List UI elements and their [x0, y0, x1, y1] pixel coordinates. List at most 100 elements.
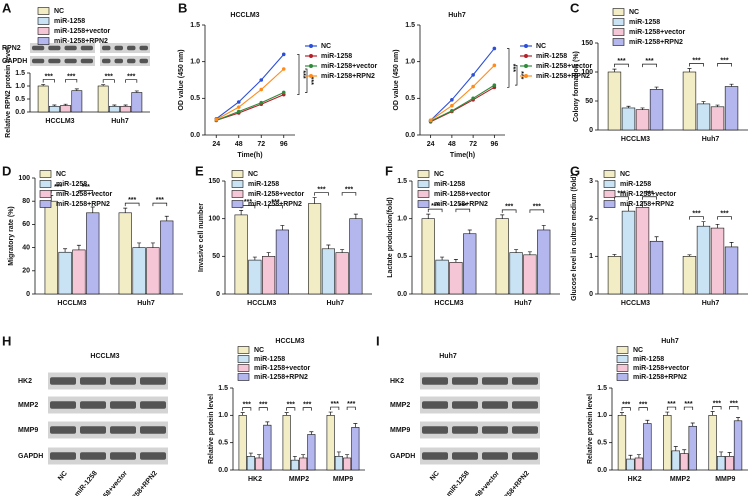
bar: [421, 218, 435, 295]
y-tick-label: 20: [22, 268, 30, 275]
bar: [108, 105, 120, 113]
blot-row-label: HK2: [390, 378, 404, 385]
bar: [238, 415, 247, 471]
blot-background: [48, 447, 168, 465]
chart-title: HCCLM3: [275, 338, 304, 345]
legend-label: NC: [254, 347, 264, 354]
error-bar: [640, 107, 645, 110]
significance-label: ***: [505, 204, 513, 211]
bar: [118, 212, 132, 295]
y-tick-label: 40: [22, 244, 30, 251]
bar: [335, 252, 349, 295]
x-tick-label: HCCLM3: [57, 300, 86, 307]
series-line: [430, 84, 495, 122]
error-bar: [701, 101, 706, 104]
legend-swatch: [39, 180, 52, 188]
significance-label: ***: [720, 211, 728, 218]
blot-band: [50, 452, 76, 460]
legend-label: miR-1258+RPN2: [633, 374, 687, 381]
bar: [44, 200, 58, 295]
legend-swatch: [231, 190, 244, 198]
error-bar: [353, 423, 358, 428]
y-tick-label: 0.0: [190, 132, 200, 139]
blot-background: [420, 421, 540, 439]
significance-label: ***: [720, 57, 728, 64]
error-bar: [239, 210, 244, 215]
bar: [449, 262, 463, 295]
significance-bracket: [102, 79, 115, 83]
legend-marker: [309, 44, 313, 48]
significance-label: ***: [307, 77, 314, 85]
error-bar: [729, 242, 734, 247]
significance-label: ***: [692, 211, 700, 218]
significance-bracket: [689, 63, 704, 67]
blot-background: [48, 421, 168, 439]
significance-label: ***: [533, 204, 541, 211]
error-bar: [240, 412, 245, 416]
y-tick-label: 1.5: [405, 22, 415, 29]
x-tick-label: MMP2: [670, 476, 690, 483]
y-axis-label: OD value (450 nm): [393, 49, 400, 110]
significance-bracket: [712, 406, 722, 410]
y-tick-label: 100: [208, 216, 220, 223]
error-bar: [353, 213, 358, 219]
error-bar: [682, 449, 687, 454]
bar: [326, 415, 335, 471]
error-bar: [690, 422, 695, 427]
y-tick-label: 150: [581, 40, 593, 47]
blot-band: [482, 401, 508, 409]
significance-bracket: [268, 205, 283, 209]
y-tick-label: 0.5: [597, 440, 607, 447]
bar: [248, 259, 262, 295]
blot-row-label: MMP2: [18, 402, 38, 409]
bar: [509, 252, 523, 295]
y-tick-label: 100: [18, 175, 30, 182]
blot-band: [422, 426, 448, 434]
x-tick-label: HCCLM3: [247, 300, 276, 307]
significance-bracket: [666, 406, 677, 411]
significance-bracket: [515, 64, 518, 86]
significance-label: ***: [667, 401, 675, 408]
significance-label: ***: [244, 199, 252, 206]
point: [492, 46, 497, 51]
blot-background: [48, 396, 168, 414]
blot-band: [422, 452, 448, 460]
legend-swatch: [37, 7, 50, 15]
y-tick-label: 1.0: [15, 83, 25, 90]
y-tick-label: 100: [581, 69, 593, 76]
blot-row-label: GAPDH: [2, 58, 27, 65]
significance-label: ***: [45, 73, 53, 80]
significance-label: ***: [303, 401, 311, 408]
error-bar: [665, 411, 670, 416]
significance-label: ***: [156, 197, 164, 204]
legend-label: miR-1258+RPN2: [54, 38, 108, 45]
legend-label: NC: [620, 171, 630, 178]
significance-bracket: [638, 407, 648, 411]
series-line: [430, 64, 495, 121]
significance-bracket: [427, 208, 443, 213]
x-tick-label: Huh7: [514, 300, 532, 307]
panel-label: G: [570, 163, 580, 178]
legend-swatch: [616, 373, 629, 381]
y-axis-label: Relative protein level: [587, 394, 594, 464]
legend-label: miR-1258+RPN2: [629, 39, 683, 46]
x-tick-label: HCCLM3: [621, 300, 650, 307]
significance-label: ***: [345, 186, 353, 193]
error-bar: [63, 248, 68, 253]
blot-band: [64, 45, 77, 51]
error-bar: [309, 431, 314, 435]
significance-label: ***: [509, 64, 516, 72]
significance-bracket: [642, 196, 657, 200]
legend-swatch: [37, 37, 50, 45]
legend-label: miR-1258+RPN2: [56, 201, 110, 208]
error-bar: [41, 84, 46, 86]
error-bar: [527, 251, 532, 255]
x-tick-label: 72: [257, 141, 265, 148]
significance-bracket: [729, 406, 739, 410]
bar: [48, 105, 60, 113]
y-tick-label: 0: [26, 291, 30, 298]
bar: [688, 425, 697, 471]
error-bar: [123, 207, 128, 213]
legend-swatch: [612, 38, 625, 46]
blot-band: [452, 426, 478, 434]
